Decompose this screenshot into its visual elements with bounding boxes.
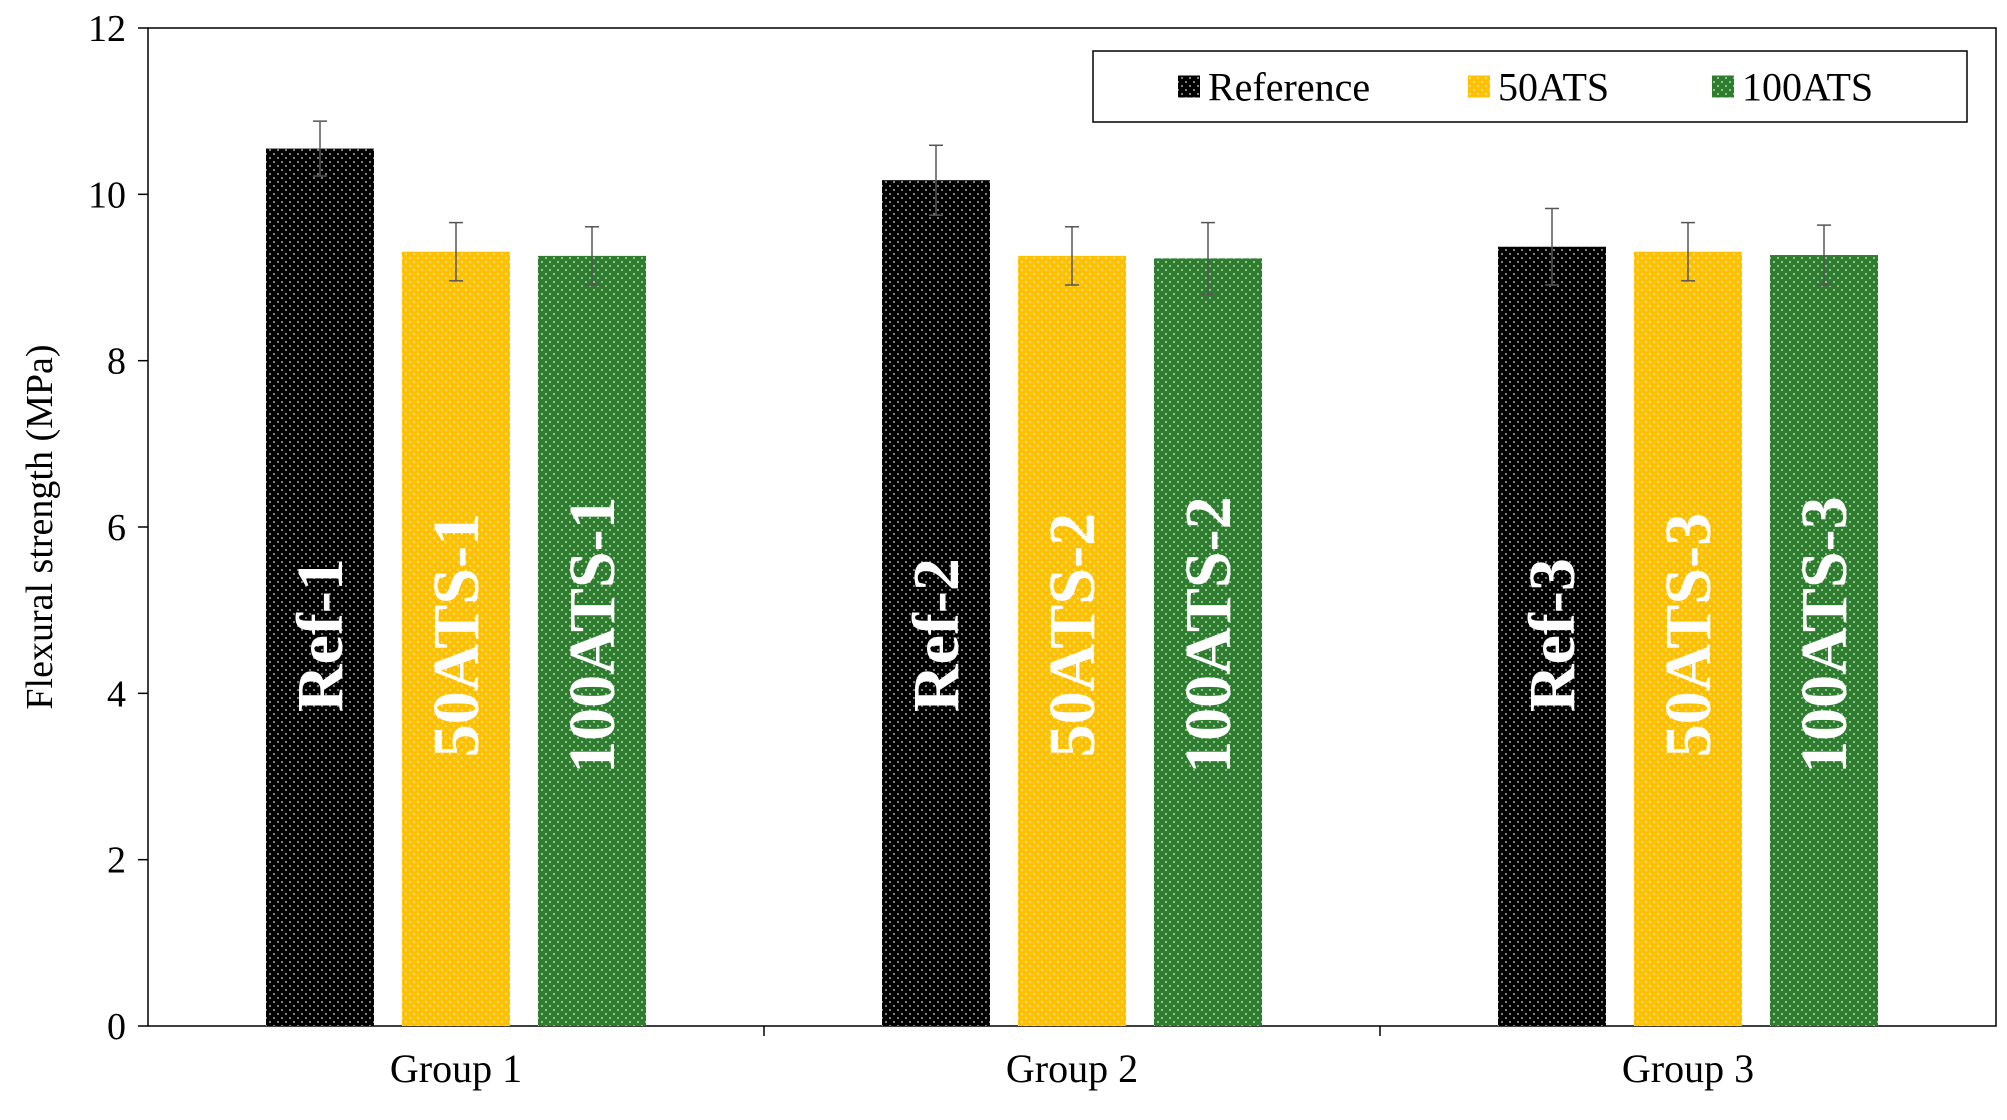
bar-pattern [882, 180, 990, 1026]
y-axis-title: Flexural strength (MPa) [19, 344, 61, 709]
legend-label: Reference [1208, 65, 1370, 110]
bar-pattern [402, 251, 510, 1027]
legend-swatch-pattern [1178, 75, 1200, 98]
bar-pattern [1770, 255, 1878, 1027]
bar-pattern [538, 255, 646, 1027]
legend-box [1092, 50, 1968, 123]
y-tick-label: 2 [107, 840, 126, 882]
bar-label: Ref-1 [284, 558, 357, 712]
bars-layer: Ref-1 50ATS-1 100ATS-1 Ref-2 50ATS-2 100ATS-2… [266, 120, 1878, 1027]
bar-label: 100ATS-1 [556, 496, 629, 773]
x-category-label: Group 1 [390, 1046, 522, 1091]
x-category-label: Group 3 [1622, 1046, 1754, 1091]
legend-label: 100ATS [1742, 65, 1873, 110]
legend-label: 50ATS [1498, 65, 1609, 110]
y-tick-label: 8 [107, 341, 126, 383]
y-tick-label: 4 [107, 673, 126, 715]
legend: Reference 50ATS 100ATS [1092, 50, 1968, 123]
bar-pattern [1154, 258, 1262, 1026]
legend-swatch-pattern [1468, 75, 1490, 98]
bar-pattern [1634, 251, 1742, 1027]
bar-label: 50ATS-2 [1036, 513, 1109, 757]
y-tick-label: 6 [107, 507, 126, 549]
axes-layer: 0 2 4 6 8 10 12 Group 1 Group 2 Group 3 [88, 8, 1754, 1091]
bar-label: 50ATS-3 [1652, 513, 1725, 757]
y-tick-label: 12 [88, 8, 126, 50]
bar-label: 50ATS-1 [420, 513, 493, 757]
y-tick-label: 10 [88, 174, 126, 216]
bar-pattern [1498, 246, 1606, 1026]
x-category-label: Group 2 [1006, 1046, 1138, 1091]
bar-label: 100ATS-3 [1788, 496, 1861, 773]
y-tick-label: 0 [107, 1006, 126, 1048]
bar-label: Ref-2 [900, 558, 973, 712]
bar-label: 100ATS-2 [1172, 496, 1245, 773]
bar-label: Ref-3 [1516, 558, 1589, 712]
bar-pattern [266, 148, 374, 1026]
legend-swatch-pattern [1712, 75, 1734, 98]
bar-pattern [1018, 255, 1126, 1027]
